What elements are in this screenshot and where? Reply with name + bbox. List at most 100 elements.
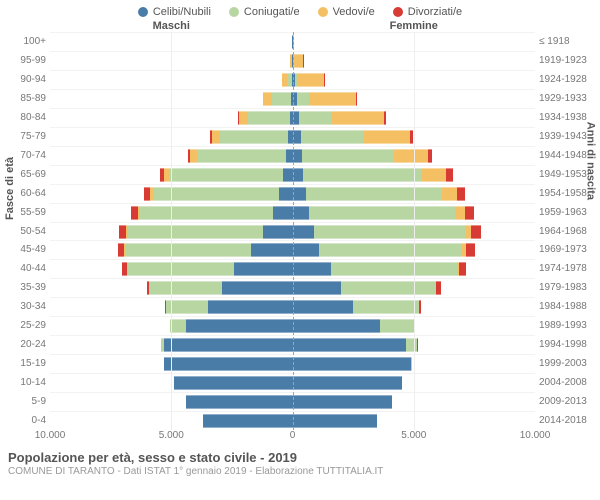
legend-item: Vedovi/e bbox=[318, 6, 375, 18]
chart-title: Popolazione per età, sesso e stato civil… bbox=[8, 450, 592, 465]
male-bar bbox=[50, 376, 293, 390]
bar-segment bbox=[293, 357, 412, 371]
legend-label: Celibi/Nubili bbox=[153, 6, 211, 18]
bar-segment bbox=[203, 414, 293, 428]
bar-segment bbox=[186, 395, 293, 409]
age-label: 25-29 bbox=[0, 316, 50, 335]
bar-segment bbox=[186, 319, 293, 333]
male-bar bbox=[50, 187, 293, 201]
legend-swatch bbox=[138, 7, 148, 17]
bar-segment bbox=[279, 187, 292, 201]
legend-swatch bbox=[393, 7, 403, 17]
birth-label: 1954-1958 bbox=[535, 184, 600, 203]
x-tick: 0 bbox=[290, 430, 296, 441]
age-label: 40-44 bbox=[0, 259, 50, 278]
male-bar bbox=[50, 149, 293, 163]
birth-label: 1939-1943 bbox=[535, 127, 600, 146]
bar-segment bbox=[293, 225, 315, 239]
population-pyramid-chart: Fasce di età Anni di nascita Celibi/Nubi… bbox=[0, 0, 600, 500]
legend-label: Divorziati/e bbox=[408, 6, 462, 18]
birth-label: 1979-1983 bbox=[535, 278, 600, 297]
y-ticks-birth: ≤ 19181919-19231924-19281929-19331934-19… bbox=[535, 32, 600, 430]
birth-label: 1969-1973 bbox=[535, 240, 600, 259]
legend-label: Coniugati/e bbox=[244, 6, 300, 18]
x-tick: 10.000 bbox=[520, 430, 551, 441]
female-bar bbox=[293, 130, 536, 144]
female-bar bbox=[293, 168, 536, 182]
y-ticks-age: 100+95-9990-9485-8980-8475-7970-7465-696… bbox=[0, 32, 50, 430]
pyramid-row bbox=[50, 316, 535, 335]
pyramid-row bbox=[50, 354, 535, 373]
bar-segment bbox=[293, 338, 407, 352]
bar-segment bbox=[272, 92, 291, 106]
age-label: 35-39 bbox=[0, 278, 50, 297]
birth-label: 1974-1978 bbox=[535, 259, 600, 278]
bar-segment bbox=[131, 206, 138, 220]
male-bar bbox=[50, 338, 293, 352]
bar-segment bbox=[446, 168, 452, 182]
age-label: 45-49 bbox=[0, 240, 50, 259]
male-bar bbox=[50, 206, 293, 220]
bar-segment bbox=[283, 168, 292, 182]
age-label: 30-34 bbox=[0, 297, 50, 316]
bar-segment bbox=[293, 243, 320, 257]
birth-label: ≤ 1918 bbox=[535, 32, 600, 51]
title-block: Popolazione per età, sesso e stato civil… bbox=[0, 446, 600, 477]
bar-segment bbox=[149, 281, 222, 295]
female-bar bbox=[293, 35, 536, 49]
female-bar bbox=[293, 262, 536, 276]
female-bar bbox=[293, 111, 536, 125]
age-label: 10-14 bbox=[0, 373, 50, 392]
bar-segment bbox=[297, 92, 309, 106]
age-label: 5-9 bbox=[0, 392, 50, 411]
bar-segment bbox=[299, 111, 331, 125]
pyramid-row bbox=[50, 259, 535, 278]
bar-segment bbox=[414, 319, 415, 333]
male-bar bbox=[50, 73, 293, 87]
bar-segment bbox=[293, 187, 306, 201]
bar-segment bbox=[411, 357, 412, 371]
legend-label: Vedovi/e bbox=[333, 6, 375, 18]
birth-label: 2014-2018 bbox=[535, 411, 600, 430]
legend-item: Divorziati/e bbox=[393, 6, 462, 18]
bar-segment bbox=[380, 319, 414, 333]
age-label: 65-69 bbox=[0, 165, 50, 184]
bar-segment bbox=[457, 187, 465, 201]
bar-segment bbox=[293, 130, 301, 144]
male-bar bbox=[50, 357, 293, 371]
age-label: 75-79 bbox=[0, 127, 50, 146]
bar-segment bbox=[422, 168, 446, 182]
bar-segment bbox=[220, 130, 288, 144]
pyramid-row bbox=[50, 373, 535, 392]
bar-segment bbox=[263, 92, 271, 106]
female-bar bbox=[293, 243, 536, 257]
bar-segment bbox=[164, 357, 293, 371]
x-tick: 5.000 bbox=[401, 430, 426, 441]
pyramid-row bbox=[50, 184, 535, 203]
bar-segment bbox=[406, 338, 417, 352]
birth-label: 1994-1998 bbox=[535, 335, 600, 354]
male-bar bbox=[50, 300, 293, 314]
bar-segment bbox=[239, 111, 249, 125]
birth-label: 1934-1938 bbox=[535, 108, 600, 127]
male-bar bbox=[50, 130, 293, 144]
birth-label: 1924-1928 bbox=[535, 70, 600, 89]
age-label: 100+ bbox=[0, 32, 50, 51]
bar-segment bbox=[293, 376, 402, 390]
female-bar bbox=[293, 187, 536, 201]
bar-segment bbox=[319, 243, 462, 257]
male-bar bbox=[50, 168, 293, 182]
bar-segment bbox=[306, 187, 442, 201]
male-bar bbox=[50, 92, 293, 106]
birth-label: 1929-1933 bbox=[535, 89, 600, 108]
female-bar bbox=[293, 395, 536, 409]
birth-label: 1999-2003 bbox=[535, 354, 600, 373]
male-bar bbox=[50, 395, 293, 409]
male-bar bbox=[50, 319, 293, 333]
bar-segment bbox=[471, 225, 481, 239]
age-label: 70-74 bbox=[0, 146, 50, 165]
bar-segment bbox=[190, 149, 197, 163]
bar-segment bbox=[169, 168, 283, 182]
bar-segment bbox=[125, 243, 251, 257]
bar-segment bbox=[174, 376, 293, 390]
